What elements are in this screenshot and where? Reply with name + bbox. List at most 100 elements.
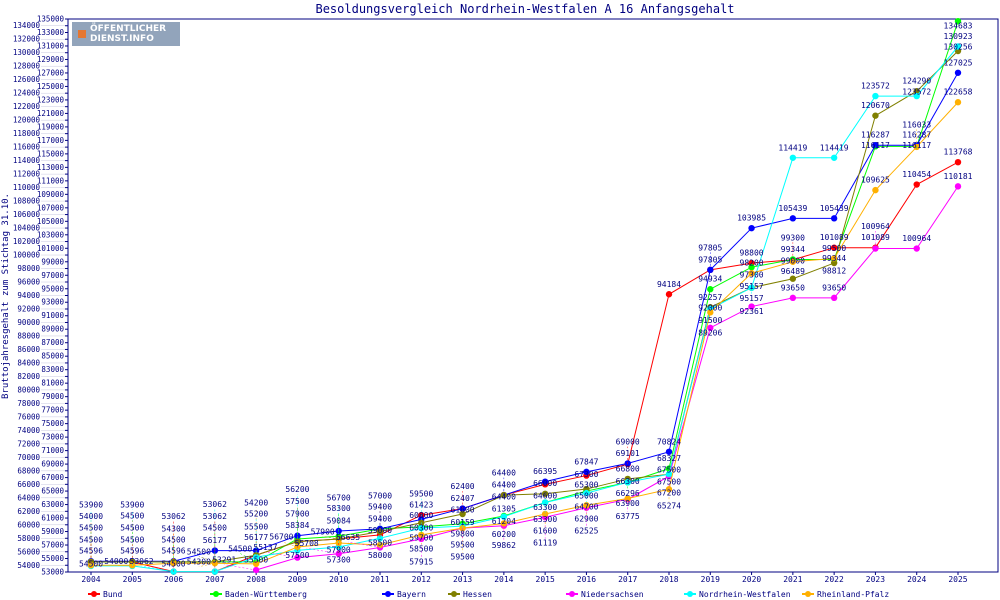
data-point bbox=[789, 154, 797, 161]
data-label: 124290 bbox=[902, 77, 931, 86]
legend-item: Hessen bbox=[448, 590, 492, 599]
legend-item: Nordrhein-Westfalen bbox=[684, 590, 791, 599]
legend-marker bbox=[451, 591, 457, 597]
data-label: 99300 bbox=[781, 233, 805, 242]
y-tick-label: 55000 bbox=[41, 554, 64, 563]
data-point bbox=[748, 263, 755, 271]
data-label: 95157 bbox=[740, 294, 764, 303]
data-label: 134683 bbox=[944, 22, 973, 31]
series-rheinland-pfalz bbox=[87, 99, 962, 569]
y-tick-label: 118000 bbox=[13, 129, 41, 138]
y-tick-label: 77000 bbox=[41, 406, 64, 415]
y-tick-label: 127000 bbox=[37, 68, 65, 77]
data-label: 57900 bbox=[285, 509, 309, 518]
data-label: 64400 bbox=[492, 469, 516, 478]
data-label: 66395 bbox=[533, 467, 557, 476]
label-leader-line bbox=[116, 565, 133, 567]
data-label: 53062 bbox=[203, 512, 227, 521]
data-label: 54500 bbox=[120, 535, 144, 544]
data-label: 98200 bbox=[740, 259, 764, 268]
data-label: 100964 bbox=[861, 222, 890, 231]
y-tick-label: 96000 bbox=[17, 278, 40, 287]
data-label: 99000 bbox=[781, 256, 805, 265]
label-leader-line bbox=[198, 556, 215, 563]
x-tick-label: 2024 bbox=[907, 575, 926, 584]
data-point bbox=[789, 215, 797, 222]
y-tick-label: 92000 bbox=[17, 304, 40, 313]
data-label: 57300 bbox=[327, 556, 351, 565]
data-label: 127025 bbox=[944, 58, 973, 67]
data-label: 114419 bbox=[778, 143, 807, 152]
y-tick-label: 135000 bbox=[37, 15, 65, 24]
data-label: 70824 bbox=[657, 437, 681, 446]
x-tick-label: 2014 bbox=[494, 575, 513, 584]
y-tick-label: 126000 bbox=[13, 75, 41, 84]
data-label: 53291 bbox=[212, 556, 236, 565]
y-tick-label: 95000 bbox=[41, 284, 64, 293]
data-label: 123572 bbox=[902, 88, 931, 97]
data-point bbox=[954, 47, 962, 55]
data-label: 54000 bbox=[104, 557, 128, 566]
data-label: 57500 bbox=[285, 551, 309, 560]
y-tick-label: 120000 bbox=[13, 116, 41, 125]
y-tick-label: 121000 bbox=[37, 109, 65, 118]
x-tick-label: 2012 bbox=[412, 575, 431, 584]
data-label: 55500 bbox=[244, 556, 268, 565]
x-tick-label: 2013 bbox=[453, 575, 472, 584]
data-label: 57900 bbox=[327, 545, 351, 554]
y-tick-label: 112000 bbox=[13, 170, 41, 179]
data-label: 53062 bbox=[203, 500, 227, 509]
data-label: 61600 bbox=[533, 527, 557, 536]
data-label: 59400 bbox=[368, 502, 392, 511]
x-tick-label: 2009 bbox=[288, 575, 307, 584]
legend-marker bbox=[569, 591, 575, 597]
x-tick-label: 2015 bbox=[536, 575, 555, 584]
legend-marker bbox=[805, 591, 811, 597]
data-label: 98812 bbox=[822, 267, 846, 276]
data-label: 58000 bbox=[368, 551, 392, 560]
label-leader-line bbox=[224, 564, 257, 571]
y-tick-label: 119000 bbox=[37, 122, 65, 131]
data-label: 59084 bbox=[327, 516, 351, 525]
y-tick-label: 131000 bbox=[37, 41, 65, 50]
data-point bbox=[954, 43, 962, 50]
data-label: 59862 bbox=[492, 541, 516, 550]
data-label: 120670 bbox=[861, 101, 890, 110]
legend-marker bbox=[91, 591, 97, 597]
data-label: 89206 bbox=[698, 328, 722, 337]
plot-frame bbox=[67, 18, 999, 573]
data-label: 61305 bbox=[492, 504, 516, 513]
data-label: 55708 bbox=[295, 539, 319, 548]
data-label: 54300 bbox=[187, 558, 211, 567]
label-leader-line bbox=[347, 541, 381, 548]
y-tick-label: 101000 bbox=[37, 244, 65, 253]
label-leader-line bbox=[265, 551, 298, 558]
y-tick-label: 134000 bbox=[13, 21, 41, 30]
y-tick-label: 104000 bbox=[13, 224, 41, 233]
data-label: 69000 bbox=[616, 438, 640, 447]
data-label: 61423 bbox=[409, 501, 433, 510]
data-label: 66300 bbox=[616, 477, 640, 486]
x-tick-label: 2010 bbox=[329, 575, 348, 584]
x-tick-label: 2018 bbox=[659, 575, 678, 584]
y-tick-label: 129000 bbox=[37, 55, 65, 64]
y-tick-label: 85000 bbox=[41, 352, 64, 361]
data-label: 58500 bbox=[368, 538, 392, 547]
legend-label: Hessen bbox=[463, 590, 492, 599]
data-point bbox=[830, 154, 838, 161]
data-label: 93650 bbox=[781, 283, 805, 292]
y-tick-label: 76000 bbox=[17, 412, 40, 421]
data-label: 61600 bbox=[451, 506, 475, 515]
y-tick-label: 106000 bbox=[13, 210, 41, 219]
legend-marker bbox=[213, 591, 219, 597]
data-label: 113768 bbox=[944, 148, 973, 157]
logo: ÖFFENTLICHER DIENST.INFO bbox=[72, 22, 180, 46]
data-label: 97805 bbox=[698, 255, 722, 264]
series-hessen bbox=[87, 47, 962, 566]
y-tick-label: 100000 bbox=[13, 251, 41, 260]
legend-label: Rheinland-Pfalz bbox=[817, 590, 889, 599]
x-tick-label: 2006 bbox=[164, 575, 183, 584]
y-tick-label: 62000 bbox=[17, 507, 40, 516]
data-label: 99500 bbox=[822, 244, 846, 253]
